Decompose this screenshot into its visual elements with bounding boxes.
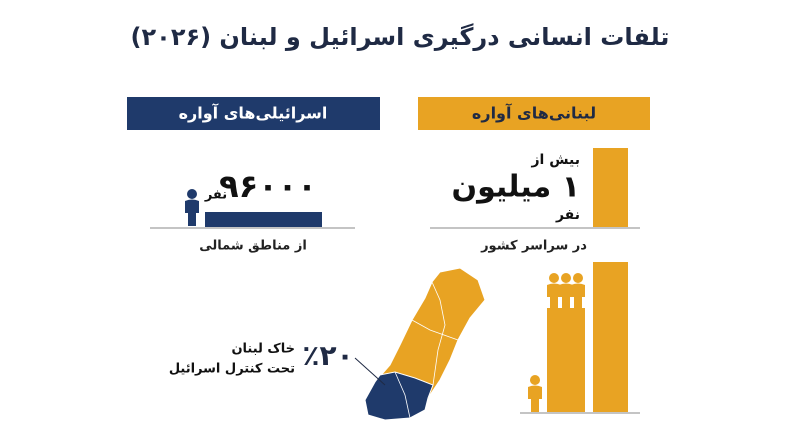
israel-note: از مناطق شمالی [199,239,307,254]
pointer-line [354,357,386,386]
israel-header-bg [127,97,380,130]
israel-count: ۹۶۰۰۰ [219,167,317,205]
map-percent: ٪۲۰ [302,339,353,372]
lebanon-unit: نفر [555,207,580,223]
israel-unit: نفر [204,188,227,203]
lebanon-header-bg [418,97,650,130]
map-border [431,281,446,386]
israel-bar [205,212,322,227]
lebanon-note: در سراسر کشور [480,239,587,254]
lebanon-count: ۱ میلیون [452,170,580,205]
person-icon [185,189,199,226]
person-icon [571,273,585,310]
comparison-bar [593,262,628,412]
person-icon [528,375,542,412]
lebanon-bar [593,148,628,227]
map-label: تحت کنترل اسرائیل [169,362,295,377]
lebanon-prefix: بیش از [531,152,581,168]
lebanon-header: لبنانی‌های آواره [472,103,596,123]
map-occupied [364,371,434,421]
map-label: خاک لبنان [231,342,295,357]
israel-header: اسرائیلی‌های آواره [179,103,328,123]
person-icon [547,273,561,310]
person-icon [559,273,573,310]
title: تلفات انسانی درگیری اسرائیل و لبنان (۲۰۲… [131,23,670,51]
map-border [394,371,411,419]
map-border [411,319,459,341]
comparison-bar [547,308,585,412]
